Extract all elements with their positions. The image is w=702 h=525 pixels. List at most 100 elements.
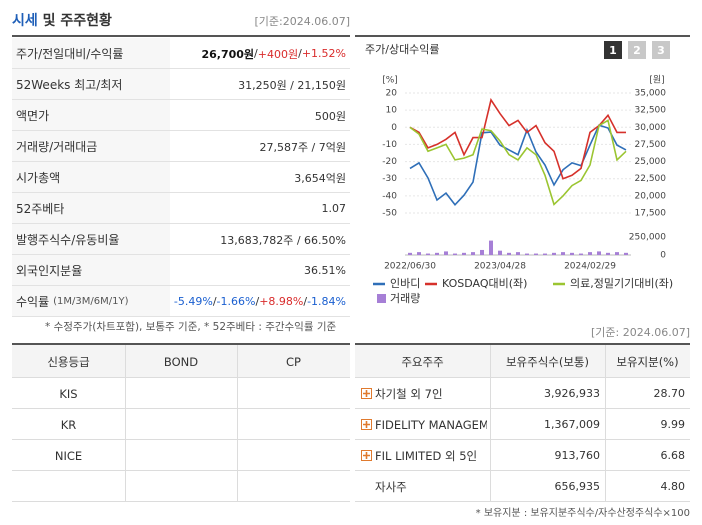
rule — [355, 35, 690, 37]
volume-bar — [606, 252, 610, 255]
volume-bar — [507, 252, 511, 255]
label-text: 시가총액 — [16, 171, 61, 185]
row-bg — [12, 131, 170, 162]
y2-tick-label: 35,000 — [635, 89, 667, 99]
value-part: -1.66% — [216, 295, 256, 308]
holder-pct: 28.70 — [653, 387, 686, 400]
volume-bar — [408, 252, 412, 255]
row-value: 500원 — [170, 100, 346, 131]
legend-label: KOSDAQ대비(좌) — [442, 277, 527, 290]
holder-name: 자사주 — [375, 479, 407, 494]
date-label: [기준:2024.06.07] — [254, 15, 350, 28]
holder-name: FIDELITY MANAGEM… — [375, 417, 487, 432]
volume-bar — [543, 253, 547, 255]
volume-bar — [471, 252, 475, 255]
row-bg — [12, 69, 170, 100]
row-value: 3,654억원 — [170, 162, 346, 193]
row-bg — [12, 162, 170, 193]
tab-button[interactable] — [628, 41, 646, 59]
volume-bar — [615, 252, 619, 255]
value-part: 1.07 — [321, 202, 347, 215]
plus-glyph — [363, 421, 370, 428]
y-tick-label: 20 — [386, 89, 398, 99]
y-unit: [%] — [382, 76, 398, 86]
y2-tick-label: 25,000 — [635, 157, 667, 167]
tab-label: 1 — [609, 44, 617, 57]
y2-tick-label: 27,500 — [635, 140, 667, 150]
volume-bar — [453, 253, 457, 255]
header-cell: 보유지분(%) — [616, 354, 679, 369]
value-part: 31,250원 / 21,150원 — [238, 78, 346, 92]
row-line — [12, 377, 350, 378]
label-text: 52주베타 — [16, 202, 65, 216]
row-line — [355, 408, 690, 409]
row-line — [12, 316, 350, 317]
header-cell: 신용등급 — [47, 354, 90, 369]
y-tick-label: -10 — [382, 140, 397, 150]
row-label: 액면가 — [16, 100, 49, 131]
holder-pct: 6.68 — [660, 449, 686, 462]
volume-bar — [417, 252, 421, 255]
label-text: 거래량/거래대금 — [16, 140, 98, 154]
row-line — [355, 470, 690, 471]
title-rest: 및 주주현황 — [42, 13, 112, 29]
legend-swatch — [377, 294, 386, 303]
series-line — [409, 124, 627, 207]
y-tick-label: 10 — [386, 106, 398, 116]
row-value: -5.49% / -1.66% / +8.98% / -1.84% — [170, 286, 346, 317]
volume-bar — [597, 251, 601, 255]
tab-button[interactable] — [652, 41, 670, 59]
holder-shares: 913,760 — [554, 449, 601, 462]
row-line — [12, 192, 350, 193]
value-part: 36.51% — [304, 264, 346, 277]
expand-icon[interactable] — [361, 450, 372, 461]
y2-tick-label: 20,000 — [635, 191, 667, 201]
row-line — [12, 408, 350, 409]
label-text: 발행주식수/유동비율 — [16, 233, 120, 247]
label-note: (1M/3M/6M/1Y) — [53, 296, 129, 307]
y-tick-label: 0 — [391, 123, 397, 133]
legend-label: 의료,정밀기기대비(좌) — [570, 277, 673, 290]
row-bg — [12, 286, 170, 317]
label-text: 수익률 — [16, 295, 50, 309]
tab-button[interactable] — [604, 41, 622, 59]
row-line — [12, 130, 350, 131]
date-label: [기준: 2024.06.07] — [590, 326, 690, 339]
row-line — [355, 501, 690, 502]
y2-tick-label: 32,500 — [635, 106, 667, 116]
value-part: / — [254, 47, 258, 60]
row-line — [12, 68, 350, 69]
row-line — [12, 254, 350, 255]
section-title: 시세 및 주주현황 — [12, 10, 112, 30]
volume-bar — [516, 252, 520, 255]
label-text: 52Weeks 최고/최저 — [16, 78, 123, 92]
label-text: 외국인지분율 — [16, 264, 83, 278]
col-line — [237, 345, 238, 502]
value-part: / — [212, 295, 217, 308]
credit-cell: KIS — [59, 386, 78, 401]
plus-glyph — [363, 452, 370, 459]
holder-shares: 656,935 — [554, 480, 601, 493]
value-part: / — [298, 47, 302, 60]
value-part: 500원 — [314, 109, 346, 123]
tab-label: 2 — [633, 44, 641, 57]
value-part: 26,700원 — [201, 47, 255, 61]
footnote: * 보유지분 : 보유지분주식수/자수산정주식수×100 — [475, 508, 690, 519]
row-line — [12, 470, 350, 471]
value-part: +400원 — [257, 47, 299, 61]
volume-bar — [435, 252, 439, 255]
row-value: 26,700원 / +400원 / +1.52% — [170, 38, 346, 69]
plus-glyph — [363, 390, 370, 397]
value-part: / — [255, 295, 260, 308]
expand-icon[interactable] — [361, 419, 372, 430]
col-line — [605, 345, 606, 502]
y-tick-label: -30 — [382, 174, 397, 184]
footnote: * 수정주가(차트포함), 보통주 기준, * 52주베타 : 주간수익률 기준 — [45, 321, 337, 333]
row-value: 1.07 — [170, 193, 347, 224]
row-value: 36.51% — [170, 255, 346, 286]
volume-bar — [534, 253, 538, 255]
credit-cell: KR — [60, 417, 77, 432]
expand-icon[interactable] — [361, 388, 372, 399]
rule — [12, 343, 350, 345]
